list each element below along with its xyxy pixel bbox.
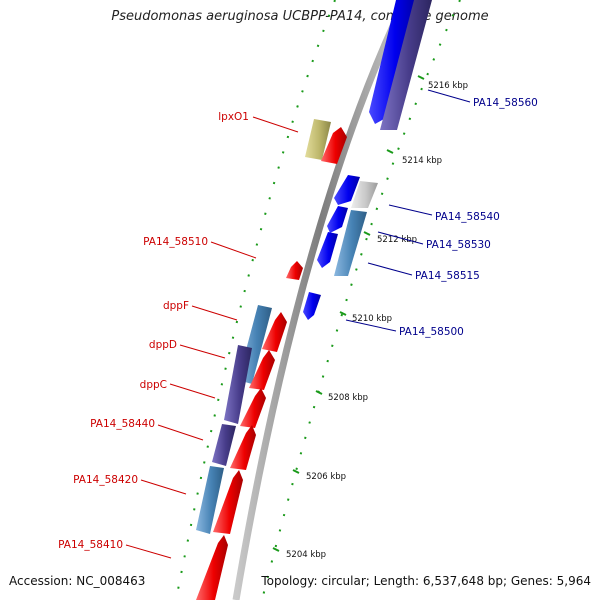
accession-text: Accession: NC_008463 (9, 574, 146, 588)
gene-block (213, 470, 243, 534)
gene-label-left: PA14_58420 (73, 474, 138, 486)
gene-block (327, 206, 348, 233)
gene-block (224, 345, 252, 424)
tick-label: 5206 kbp (306, 472, 346, 482)
gene-block (240, 388, 266, 428)
tick-label: 5208 kbp (328, 393, 368, 403)
gene-block (262, 312, 287, 352)
gene-block (305, 119, 331, 160)
tick-label: 5216 kbp (428, 81, 468, 91)
gene-block (303, 292, 321, 320)
tick-label: 5214 kbp (402, 156, 442, 166)
gene-block (351, 181, 378, 208)
genome-backbone (232, 0, 409, 600)
gene-block (334, 175, 360, 205)
gene-label-left: dppD (149, 339, 177, 351)
scale-dots-left (175, 0, 336, 600)
reverse-strand-genes (303, 0, 432, 320)
gene-label-left: dppF (163, 300, 189, 312)
tick-dashes (272, 75, 425, 552)
gene-block (230, 425, 256, 470)
gene-label-right: PA14_58515 (415, 270, 480, 282)
right-callouts (345, 89, 471, 332)
tick-label: 5210 kbp (352, 314, 392, 324)
gene-label-right: PA14_58530 (426, 239, 491, 251)
forward-strand-genes (196, 119, 347, 600)
gene-block (249, 350, 275, 390)
gene-block (212, 424, 236, 466)
gene-label-left: PA14_58510 (143, 236, 208, 248)
gene-label-left: PA14_58440 (90, 418, 155, 430)
tick-label: 5212 kbp (377, 235, 417, 245)
genome-summary-text: Topology: circular; Length: 6,537,648 bp… (261, 574, 591, 588)
gene-label-left: PA14_58410 (58, 539, 123, 551)
tick-label: 5204 kbp (286, 550, 326, 560)
gene-label-right: PA14_58500 (399, 326, 464, 338)
gene-block (369, 0, 416, 124)
gene-block (380, 0, 432, 130)
gene-label-right: PA14_58560 (473, 97, 538, 109)
gene-label-left: dppC (140, 379, 167, 391)
gene-label-left: lpxO1 (218, 111, 249, 123)
left-callouts (125, 116, 299, 559)
gene-block (334, 210, 367, 276)
gene-block (196, 535, 228, 600)
gene-block (286, 261, 303, 280)
gene-block (317, 232, 338, 268)
gene-block (321, 127, 347, 164)
gene-block (196, 466, 224, 534)
gene-label-right: PA14_58540 (435, 211, 500, 223)
